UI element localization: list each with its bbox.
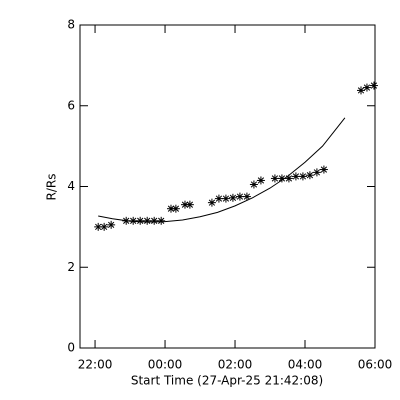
marker (312, 168, 321, 177)
marker (291, 172, 300, 181)
y-axis-label: R/Rs (45, 174, 59, 201)
x-tick-label: 06:00 (358, 358, 393, 372)
marker (107, 220, 116, 229)
marker (357, 86, 366, 95)
marker (256, 176, 265, 185)
marker (100, 222, 109, 231)
y-tick-label: 8 (67, 18, 75, 32)
y-tick-label: 0 (67, 341, 75, 355)
marker (242, 192, 251, 201)
marker (157, 216, 166, 225)
marker (185, 200, 194, 209)
fit-line (98, 117, 346, 223)
marker (235, 192, 244, 201)
y-tick-label: 2 (67, 260, 75, 274)
y-tick-label: 4 (67, 179, 75, 193)
marker (249, 180, 258, 189)
x-tick-label: 02:00 (218, 358, 253, 372)
plot-frame (79, 24, 376, 349)
y-tick-label: 6 (67, 98, 75, 112)
marker (136, 216, 145, 225)
marker (150, 216, 159, 225)
marker (214, 194, 223, 203)
x-tick-label: 00:00 (148, 358, 183, 372)
marker (270, 174, 279, 183)
marker (143, 216, 152, 225)
x-tick-label: 22:00 (78, 358, 113, 372)
x-axis-label: Start Time (27-Apr-25 21:42:08) (131, 374, 323, 388)
marker (298, 172, 307, 181)
marker (221, 194, 230, 203)
marker (94, 222, 103, 231)
marker (129, 216, 138, 225)
marker (362, 83, 371, 92)
marker (207, 198, 216, 207)
marker (171, 204, 180, 213)
marker (305, 171, 314, 180)
marker (228, 193, 237, 202)
marker (369, 81, 378, 90)
x-tick-label: 04:00 (288, 358, 323, 372)
marker (319, 165, 328, 174)
